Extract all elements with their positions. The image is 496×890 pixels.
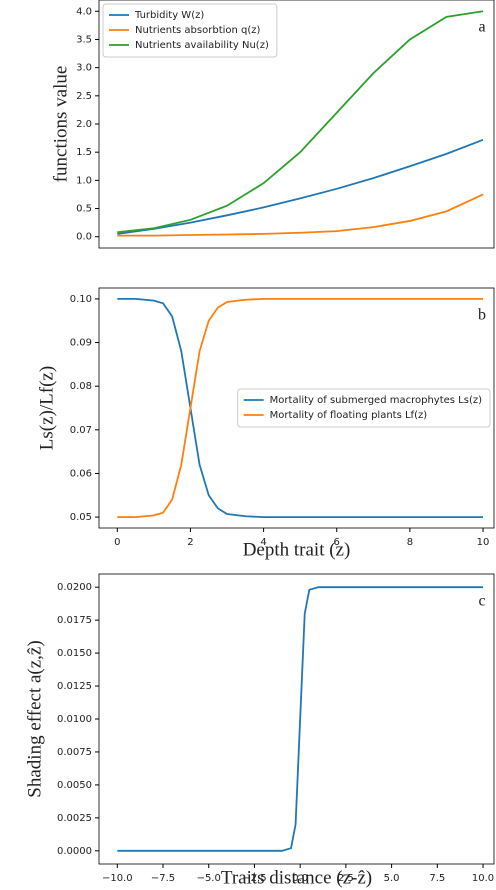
- x-axis-label: Traits distance (z-ẑ): [221, 867, 372, 888]
- y-tick-label: 0.10: [70, 294, 92, 305]
- panel-label: b: [478, 307, 486, 324]
- y-tick-label: 0.0025: [57, 813, 92, 824]
- data-line: [117, 193, 484, 237]
- x-tick-label: 10: [477, 537, 490, 548]
- y-tick-label: 0.07: [70, 425, 92, 436]
- y-tick-label: 0.09: [70, 338, 92, 349]
- legend-entry: Nutrients availability Nu(z): [135, 40, 269, 51]
- y-tick-label: 1.0: [76, 175, 92, 186]
- legend-entry: Turbidity W(z): [134, 10, 204, 21]
- legend: Mortality of submerged macrophytes Ls(z)…: [237, 388, 491, 428]
- x-tick-label: 5.0: [384, 873, 400, 884]
- legend-entry: Mortality of floating plants Lf(z): [270, 410, 428, 421]
- data-line: [117, 10, 484, 234]
- y-tick-label: 0.0: [76, 232, 92, 243]
- x-axis-label: Depth trait (z): [243, 539, 351, 560]
- x-tick-label: 2: [187, 537, 193, 548]
- y-tick-label: 2.0: [76, 119, 92, 130]
- y-axis-label: functions value: [50, 66, 71, 183]
- y-axis-label: Ls(z)/Lf(z): [36, 366, 57, 450]
- legend-entry: Mortality of submerged macrophytes Ls(z): [270, 395, 482, 406]
- x-tick-label: 10.0: [472, 873, 494, 884]
- x-tick-label: 2.5: [338, 873, 354, 884]
- y-tick-label: 3.0: [76, 63, 92, 74]
- y-tick-label: 0.0000: [57, 846, 92, 857]
- data-line: [117, 586, 484, 852]
- data-line: [117, 138, 484, 235]
- x-tick-label: −5.0: [197, 873, 221, 884]
- y-tick-label: 0.08: [70, 381, 92, 392]
- panel-label: c: [478, 593, 485, 610]
- y-tick-label: 0.0175: [57, 615, 92, 626]
- x-tick-label: 0.0: [292, 873, 308, 884]
- legend-entry: Nutrients absorbtion q(z): [135, 25, 261, 36]
- x-tick-label: 6: [334, 537, 340, 548]
- y-tick-label: 0.0200: [57, 582, 92, 593]
- legend-box: [237, 388, 491, 428]
- x-tick-label: 4: [260, 537, 266, 548]
- x-tick-label: −7.5: [151, 873, 175, 884]
- y-tick-label: 4.0: [76, 6, 92, 17]
- x-tick-label: 0: [114, 537, 120, 548]
- legend-box: [102, 3, 278, 58]
- y-tick-label: 0.0100: [57, 714, 92, 725]
- x-tick-label: 8: [407, 537, 413, 548]
- panel-label: a: [478, 19, 485, 36]
- data-line: [117, 298, 484, 518]
- y-tick-label: 3.5: [76, 34, 92, 45]
- y-tick-label: 0.06: [70, 468, 92, 479]
- x-tick-label: −10.0: [102, 873, 133, 884]
- y-tick-label: 0.05: [70, 512, 92, 523]
- y-tick-label: 0.0125: [57, 681, 92, 692]
- x-tick-label: −2.5: [242, 873, 266, 884]
- y-tick-label: 0.5: [76, 204, 92, 215]
- x-tick-label: 7.5: [429, 873, 445, 884]
- data-line: [117, 298, 484, 518]
- y-tick-label: 0.0050: [57, 780, 92, 791]
- y-tick-label: 1.5: [76, 147, 92, 158]
- y-tick-label: 2.5: [76, 91, 92, 102]
- y-axis-label: Shading effect a(z,ẑ): [24, 640, 45, 797]
- legend: Turbidity W(z) Nutrients absorbtion q(z) N…: [102, 3, 278, 58]
- y-tick-label: 0.0075: [57, 747, 92, 758]
- y-tick-label: 0.0150: [57, 648, 92, 659]
- axes-frame: [98, 287, 495, 529]
